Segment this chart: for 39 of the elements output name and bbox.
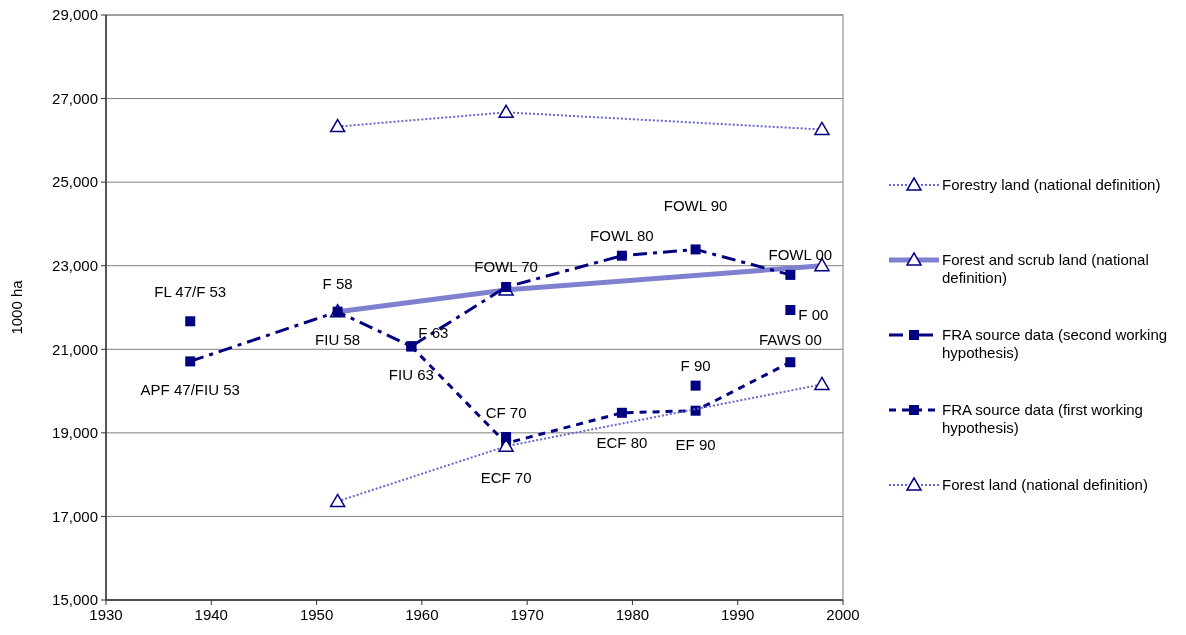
x-tick-label: 1970 [510,606,544,623]
annotation: FIU 63 [388,365,434,383]
annotation: ECF 70 [480,468,532,486]
y-tick-label: 21,000 [52,340,98,358]
y-tick-label: 17,000 [52,507,98,525]
x-tick-label: 1980 [615,606,650,623]
annotation: EF 90 [675,435,716,453]
x-tick-label: 2000 [826,606,860,623]
annotation: APF 47/FIU 53 [140,380,240,398]
x-tick-label: 1950 [299,606,334,623]
legend-label: Forest and scrub land (national definition) [942,251,1149,286]
annotation: FL 47/F 53 [154,282,227,300]
x-tick-label: 1930 [89,606,123,623]
legend-label: FRA source data (second working hypothesis) [942,326,1168,361]
annotation: FOWL 90 [663,196,728,214]
annotation: F 90 [680,356,711,374]
y-tick-label: 23,000 [52,256,98,274]
y-tick-label: 29,000 [52,6,98,24]
annotation: F 63 [418,323,449,341]
annotation: ECF 80 [596,434,648,452]
x-tick-label: 1940 [194,606,228,623]
x-tick-label: 1990 [721,606,755,623]
x-tick-label: 1960 [405,606,439,623]
annotation: FAWS 00 [758,331,822,349]
legend-label: Forest land (national definition) [942,476,1148,494]
y-tick-label: 27,000 [52,89,98,107]
y-axis-title: 1000 ha [8,279,25,335]
annotation: FOWL 00 [768,246,833,264]
annotation: FOWL 70 [474,258,538,276]
annotation: FOWL 80 [590,226,654,244]
annotation: F 00 [798,306,829,324]
annotation: F 58 [322,274,353,292]
y-tick-label: 19,000 [52,424,98,442]
annotation: FIU 58 [315,330,361,348]
legend-label: FRA source data (first working hypothesis) [942,401,1143,436]
legend-label: Forestry land (national definition) [942,176,1161,194]
annotation: CF 70 [485,404,527,422]
y-tick-label: 25,000 [52,173,98,191]
y-tick-label: 15,000 [52,591,98,609]
